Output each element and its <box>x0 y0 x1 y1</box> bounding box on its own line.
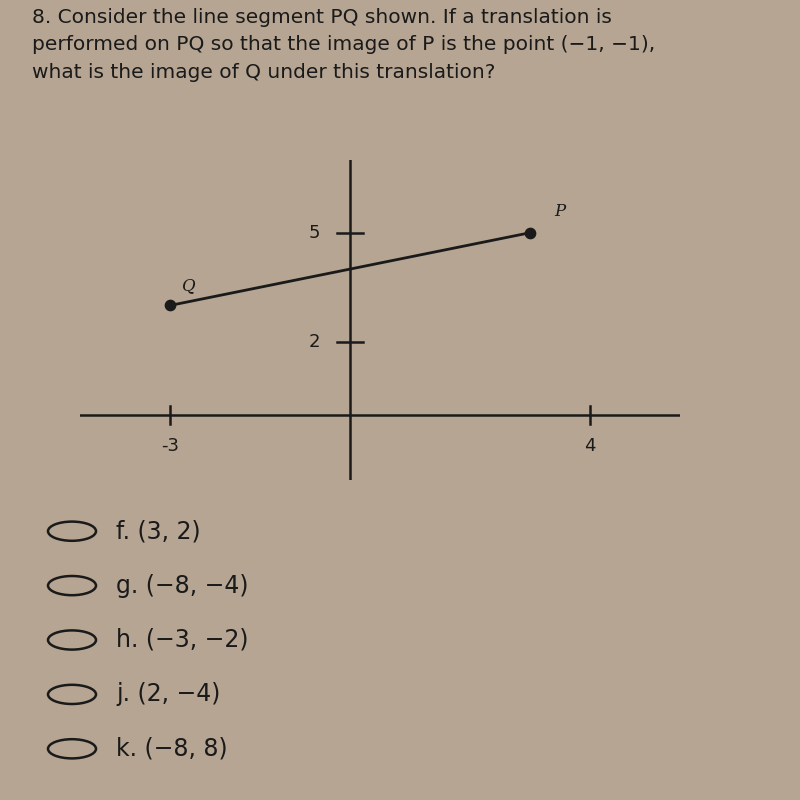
Point <box>163 299 176 312</box>
Text: k. (−8, 8): k. (−8, 8) <box>116 737 228 761</box>
Text: j. (2, −4): j. (2, −4) <box>116 682 220 706</box>
Text: -3: -3 <box>161 437 179 455</box>
Text: f. (3, 2): f. (3, 2) <box>116 519 201 543</box>
Point <box>523 226 536 239</box>
Text: 4: 4 <box>584 437 596 455</box>
Text: 5: 5 <box>308 224 320 242</box>
Text: 2: 2 <box>308 333 320 351</box>
Text: P: P <box>554 203 565 220</box>
Text: h. (−3, −2): h. (−3, −2) <box>116 628 249 652</box>
Text: g. (−8, −4): g. (−8, −4) <box>116 574 249 598</box>
Text: 8. Consider the line segment PQ shown. If a translation is
performed on PQ so th: 8. Consider the line segment PQ shown. I… <box>32 8 655 82</box>
Text: Q: Q <box>182 278 196 294</box>
